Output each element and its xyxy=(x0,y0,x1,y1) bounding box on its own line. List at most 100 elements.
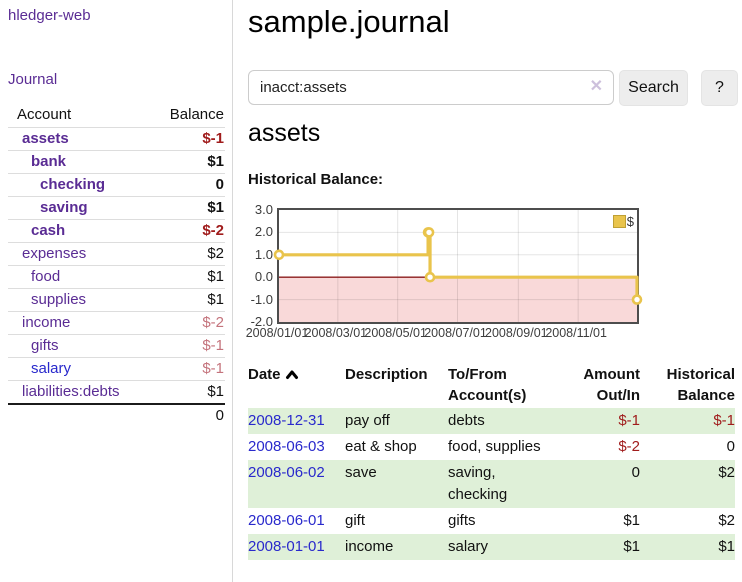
description-cell: pay off xyxy=(345,408,448,434)
accounts-cell: gifts xyxy=(448,512,476,529)
help-button[interactable]: ? xyxy=(701,70,738,106)
accounts-cell: salary xyxy=(448,534,580,560)
search-input[interactable] xyxy=(248,70,614,105)
account-balance: $-1 xyxy=(145,127,225,151)
date-cell: 2008-06-02 xyxy=(248,460,345,508)
accounts-cell: saving, checking xyxy=(448,460,580,508)
historical-balance-chart: 3.0 2.0 1.0 0.0 -1.0 -2.0 $ 2008/01/01 2008/03… xyxy=(246,202,742,345)
description-cell: income xyxy=(345,534,448,560)
date-cell: 2008-06-01 xyxy=(248,508,345,534)
amount-cell: 0 xyxy=(580,460,640,508)
account-link[interactable]: liabilities:debts xyxy=(22,383,120,400)
balance-cell: $2 xyxy=(718,512,735,529)
chart-legend: $ xyxy=(612,214,634,229)
register-row: 2008-06-02 save saving, checking 0 $2 xyxy=(248,460,735,508)
sidebar: hledger-web Journal Account Balance asse… xyxy=(0,0,233,582)
account-link[interactable]: expenses xyxy=(22,245,87,262)
account-balance: 0 xyxy=(145,173,225,197)
account-link[interactable]: cash xyxy=(31,222,66,239)
description-column-header: Description xyxy=(345,366,428,383)
amount-column-header: Amount Out/In xyxy=(583,366,640,404)
account-row: bank $1 xyxy=(8,150,225,174)
date-cell: 2008-01-01 xyxy=(248,534,345,560)
account-balance: $-1 xyxy=(145,357,225,381)
date-link[interactable]: 2008-06-02 xyxy=(248,464,325,481)
account-row: food $1 xyxy=(8,265,225,289)
register-table: Date Description To/From Account(s) Amou… xyxy=(248,362,735,560)
account-page-title: assets xyxy=(248,119,321,147)
legend-swatch-icon xyxy=(612,215,626,228)
balance-cell: $1 xyxy=(640,534,735,560)
sidebar-item-journal[interactable]: Journal xyxy=(8,71,58,88)
account-link[interactable]: salary xyxy=(31,360,72,377)
account-link[interactable]: bank xyxy=(31,153,67,170)
page-title: sample.journal xyxy=(248,4,450,39)
balance-column-header-main: Historical Balance xyxy=(666,366,735,404)
legend-label: $ xyxy=(626,214,634,229)
account-row: assets $-1 xyxy=(8,127,225,151)
account-row: liabilities:debts $1 xyxy=(8,380,225,404)
account-row: salary $-1 xyxy=(8,357,225,381)
register-row: 2008-12-31 pay off debts $-1 $-1 xyxy=(248,408,735,434)
account-row: checking 0 xyxy=(8,173,225,197)
chart-series-svg xyxy=(273,210,643,322)
register-row: 2008-06-01 gift gifts $1 $2 xyxy=(248,508,735,534)
y-tick-label: -2.0 xyxy=(250,314,273,330)
y-tick-label: 2.0 xyxy=(254,224,273,240)
account-balance-table: Account Balance assets $-1 bank $1 check… xyxy=(8,103,225,427)
balance-column-header: Balance xyxy=(169,106,224,123)
search-button[interactable]: Search xyxy=(619,70,688,106)
account-link[interactable]: gifts xyxy=(31,337,59,354)
chart-plot-area: $ xyxy=(273,208,643,324)
date-link[interactable]: 2008-06-01 xyxy=(248,512,325,529)
date-cell: 2008-12-31 xyxy=(248,408,345,434)
brand-link[interactable]: hledger-web xyxy=(8,7,91,24)
accounts-column-header: To/From Account(s) xyxy=(448,366,527,404)
date-link[interactable]: 2008-01-01 xyxy=(248,538,325,555)
x-tick-label: 2008/03/01 xyxy=(304,326,368,340)
register-row: 2008-06-03 eat & shop food, supplies $-2… xyxy=(248,434,735,460)
clear-search-icon[interactable]: ✕ xyxy=(589,78,603,95)
account-table-body: assets $-1 bank $1 checking 0 saving $1 … xyxy=(8,127,225,427)
x-tick-label: 2008/11/01 xyxy=(545,326,607,340)
balance-cell: $2 xyxy=(640,460,735,508)
date-link[interactable]: 2008-12-31 xyxy=(248,412,325,429)
x-tick-label: 2008/01/01 xyxy=(245,326,309,340)
y-tick-label: 0.0 xyxy=(254,269,273,285)
y-tick-label: 3.0 xyxy=(254,202,273,218)
accounts-cell: debts xyxy=(448,408,580,434)
account-row: expenses $2 xyxy=(8,242,225,266)
total-row: 0 xyxy=(8,403,225,427)
account-link[interactable]: supplies xyxy=(31,291,87,308)
account-link[interactable]: food xyxy=(31,268,61,285)
account-row: supplies $1 xyxy=(8,288,225,312)
accounts-cell: food, supplies xyxy=(448,438,541,455)
account-row: cash $-2 xyxy=(8,219,225,243)
date-column-header[interactable]: Date xyxy=(248,362,345,408)
account-link[interactable]: checking xyxy=(40,176,106,193)
account-link[interactable]: saving xyxy=(40,199,88,216)
amount-cell: $-1 xyxy=(580,408,640,434)
date-cell: 2008-06-03 xyxy=(248,434,345,460)
account-balance: $2 xyxy=(145,242,225,266)
account-balance: $-2 xyxy=(145,219,225,243)
x-tick-label: 2008/07/01 xyxy=(424,326,487,340)
total-balance: 0 xyxy=(145,403,225,427)
account-link[interactable]: assets xyxy=(22,130,69,147)
account-balance: $1 xyxy=(145,288,225,312)
register-header-row: Date Description To/From Account(s) Amou… xyxy=(248,362,735,408)
y-tick-label: -1.0 xyxy=(250,291,273,307)
sort-ascending-icon xyxy=(285,370,298,379)
account-balance: $-1 xyxy=(145,334,225,358)
account-table-header: Account Balance xyxy=(8,103,225,128)
amount-cell: $1 xyxy=(623,512,640,529)
account-column-header: Account xyxy=(17,106,72,123)
balance-cell: $-1 xyxy=(640,408,735,434)
x-tick-label: 2008/09/01 xyxy=(485,326,548,340)
chart-x-axis-labels: 2008/01/01 2008/03/01 2008/05/01 2008/07/01… xyxy=(246,326,697,343)
account-link[interactable]: income xyxy=(22,314,71,331)
y-tick-label: 1.0 xyxy=(254,246,273,262)
description-cell: eat & shop xyxy=(345,438,417,455)
date-link[interactable]: 2008-06-03 xyxy=(248,438,325,455)
